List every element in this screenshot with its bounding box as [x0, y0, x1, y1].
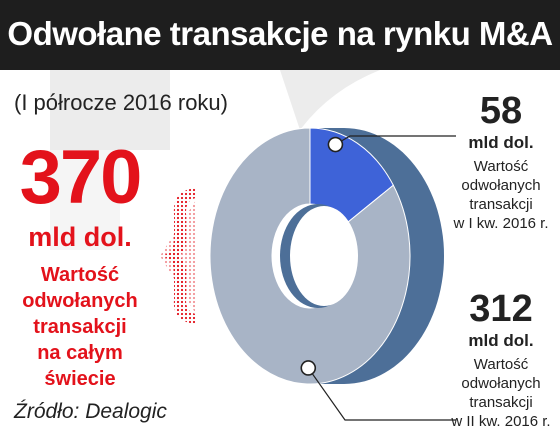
- total-value: 370: [19, 135, 143, 220]
- leader-line-2: [307, 367, 456, 421]
- slice-description-line: odwołanych: [461, 375, 541, 392]
- chart-subtitle: (I półrocze 2016 roku): [14, 90, 228, 115]
- header-bar: Odwołane transakcje na rynku M&A: [0, 0, 560, 70]
- slice-unit-q2: mld dol.: [468, 331, 534, 350]
- slice-label-q1: 58 mld dol. Wartość odwołanych transakcj…: [426, 92, 560, 233]
- donut-side-group: [310, 128, 444, 384]
- leader-marker-2: [300, 360, 317, 376]
- slice-label-q2: 312 mld dol. Wartość odwołanych transakc…: [426, 290, 560, 431]
- donut-outer-wall: [310, 128, 444, 384]
- total-description-line: Wartość: [40, 264, 120, 286]
- slice-description-line: transakcji: [469, 196, 533, 213]
- donut-hole-group: [280, 204, 358, 308]
- slice-description-line: Wartość: [473, 356, 529, 373]
- total-description: Wartość odwołanych transakcji na całym ś…: [0, 262, 160, 392]
- total-description-line: transakcji: [33, 316, 127, 338]
- slice-description-line: w I kw. 2016 r.: [453, 215, 549, 232]
- slice-description-line: Wartość: [473, 158, 529, 175]
- slice-description-line: w II kw. 2016 r.: [451, 413, 551, 430]
- slice-value-q2: 312: [469, 288, 533, 330]
- total-description-line: na całym: [37, 342, 123, 364]
- total-description-line: odwołanych: [22, 290, 138, 312]
- leader-lines: [300, 135, 456, 421]
- slice-description-line: odwołanych: [461, 177, 541, 194]
- total-unit: mld dol.: [28, 222, 132, 252]
- pie-slice-2: [209, 127, 411, 385]
- slice-unit-q1: mld dol.: [468, 133, 534, 152]
- slice-description-q2: Wartość odwołanych transakcji w II kw. 2…: [426, 355, 560, 431]
- slice-description-q1: Wartość odwołanych transakcji w I kw. 20…: [426, 157, 560, 233]
- donut-top-group: [209, 127, 411, 385]
- total-description-line: świecie: [44, 368, 116, 390]
- page-title: Odwołane transakcje na rynku M&A: [7, 15, 553, 52]
- source-note: Źródło: Dealogic: [14, 400, 167, 423]
- donut-hole: [290, 206, 358, 306]
- leader-marker-1: [327, 136, 344, 153]
- slice-value-q1: 58: [479, 90, 523, 132]
- slice-description-line: transakcji: [469, 394, 533, 411]
